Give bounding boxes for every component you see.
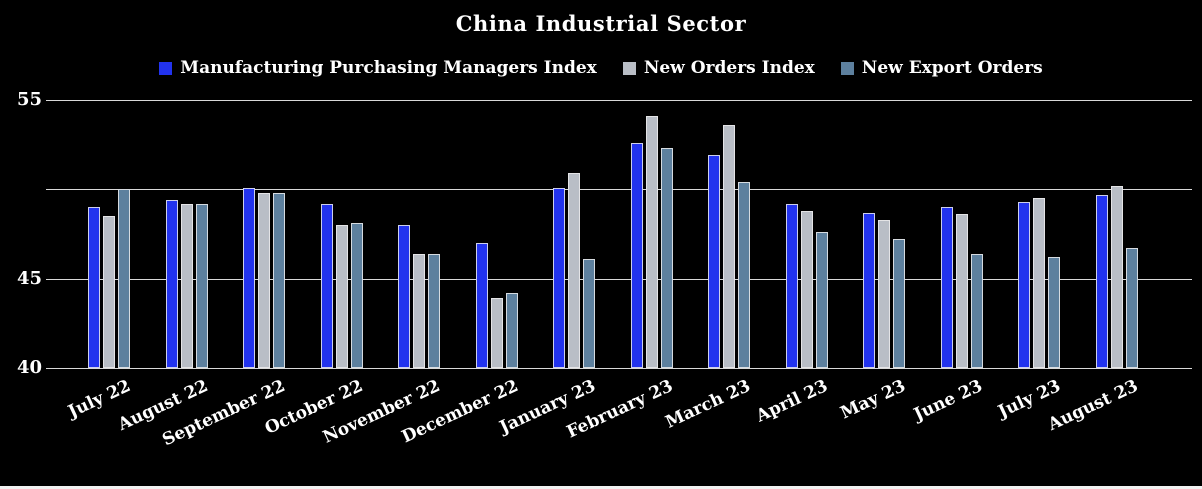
bar — [660, 148, 673, 368]
gridline-45 — [46, 278, 1192, 280]
bar — [180, 203, 193, 368]
gridline-50 — [46, 189, 1192, 191]
bar — [723, 125, 735, 368]
bar — [195, 203, 208, 368]
bar — [118, 189, 130, 368]
x-tick-label-11: June 23 — [911, 376, 986, 426]
bar — [350, 223, 363, 368]
x-tick-label-10: May 23 — [837, 376, 909, 424]
bar — [1048, 257, 1060, 368]
chart-title: China Industrial Sector — [455, 11, 747, 36]
bar — [103, 216, 115, 368]
bar — [940, 207, 953, 368]
bar — [165, 200, 178, 368]
bottom-border — [0, 486, 1202, 489]
bar — [970, 253, 983, 368]
bar — [505, 292, 518, 368]
bar — [1018, 201, 1030, 368]
bar — [630, 142, 643, 368]
bar — [243, 187, 255, 368]
bar — [785, 203, 798, 368]
gridline-55 — [46, 100, 1192, 101]
bar — [1095, 194, 1108, 368]
bar — [645, 116, 658, 368]
x-tick-label-9: April 23 — [753, 376, 831, 427]
bar — [800, 210, 813, 368]
bar — [475, 242, 488, 368]
bar — [955, 214, 968, 368]
bar — [708, 155, 720, 368]
legend-label-1: New Orders Index — [643, 58, 815, 78]
legend-item-1: New Orders Index — [622, 58, 815, 78]
legend-label-2: New Export Orders — [861, 58, 1043, 78]
bar — [568, 173, 580, 368]
y-tick-label-55: 55 — [16, 89, 42, 111]
legend-label-0: Manufacturing Purchasing Managers Index — [180, 58, 597, 78]
legend-item-2: New Export Orders — [840, 58, 1043, 78]
bar — [815, 232, 828, 368]
legend-item-0: Manufacturing Purchasing Managers Index — [159, 58, 597, 78]
bar — [1125, 248, 1138, 368]
bar — [1033, 198, 1045, 368]
bar — [258, 192, 270, 368]
legend-swatch-2 — [840, 61, 854, 75]
legend: Manufacturing Purchasing Managers Index N… — [0, 58, 1202, 78]
bar — [413, 253, 425, 368]
y-tick-label-40: 40 — [16, 357, 42, 379]
legend-swatch-0 — [159, 61, 173, 75]
bar — [738, 182, 750, 368]
bar — [320, 203, 333, 368]
bar — [490, 298, 503, 368]
bar — [583, 259, 595, 368]
bar — [553, 187, 565, 368]
gridline-40 — [46, 368, 1192, 369]
bar — [398, 225, 410, 368]
y-tick-label-45: 45 — [16, 267, 42, 289]
bar — [1110, 185, 1123, 368]
legend-swatch-1 — [622, 61, 636, 75]
x-tick-label-8: March 23 — [662, 376, 754, 433]
bar — [335, 225, 348, 368]
bar — [878, 219, 890, 368]
bar — [88, 207, 100, 368]
bar — [273, 192, 285, 368]
bar — [893, 239, 905, 368]
bar — [428, 253, 440, 368]
bar — [863, 212, 875, 368]
